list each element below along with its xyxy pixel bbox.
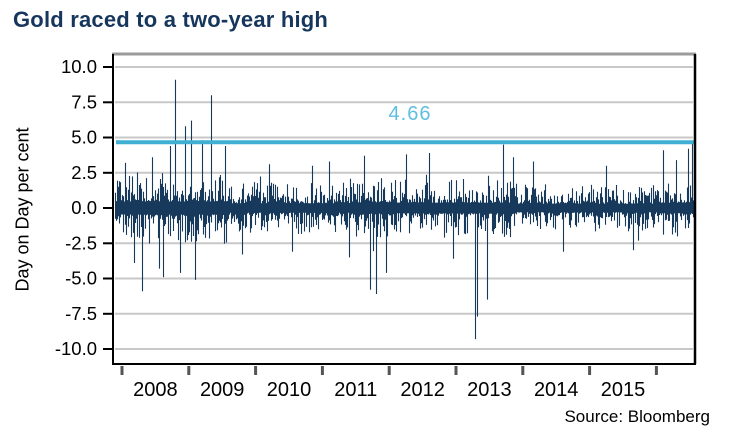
svg-text:2010: 2010 [267,379,312,401]
ref-line-value-label: 4.66 [388,103,432,125]
svg-text:-5.0: -5.0 [65,268,97,289]
svg-text:2015: 2015 [601,379,646,401]
svg-text:-2.5: -2.5 [65,232,97,253]
svg-text:2008: 2008 [133,379,178,401]
svg-text:2011: 2011 [334,379,377,401]
svg-text:2013: 2013 [467,379,512,401]
svg-text:2012: 2012 [400,379,445,401]
svg-text:7.5: 7.5 [71,91,97,112]
y-axis: 10.0 7.5 5.0 2.5 0.0 -2.5 -5.0 -7.5 -10.0 [55,56,112,359]
svg-text:5.0: 5.0 [71,127,97,148]
plot-frame [112,52,697,365]
svg-text:-10.0: -10.0 [55,338,97,359]
svg-text:10.0: 10.0 [61,56,97,77]
page-title: Gold raced to a two-year high [13,7,329,32]
svg-text:-7.5: -7.5 [65,303,97,324]
svg-text:2.5: 2.5 [71,162,97,183]
daily-change-bars [114,79,695,340]
svg-text:2009: 2009 [200,379,245,401]
source-attribution: Source: Bloomberg [564,407,710,426]
svg-text:2014: 2014 [534,379,579,401]
svg-text:0.0: 0.0 [71,197,97,218]
x-axis: 2008 2009 2010 2011 2012 2013 2014 2015 [120,366,658,401]
